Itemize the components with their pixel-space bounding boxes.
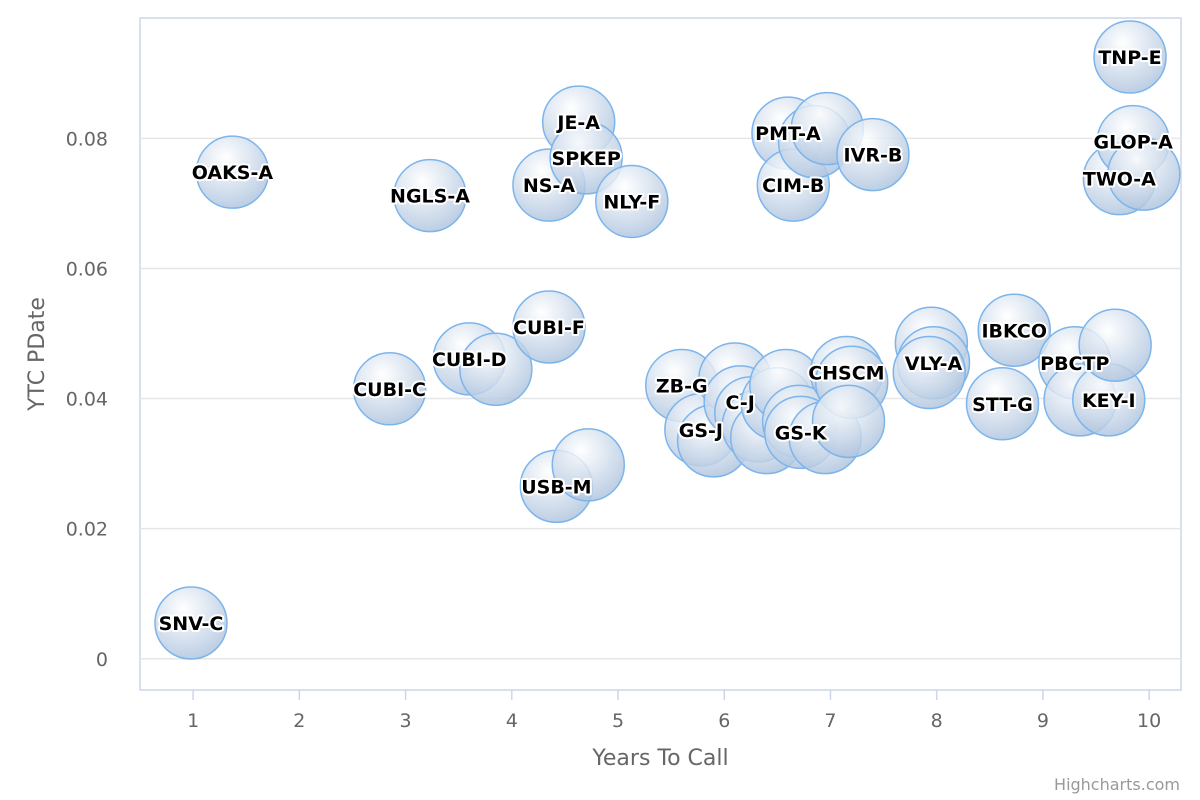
bubble-point — [512, 290, 586, 364]
bubble-data-label: NS-A — [523, 175, 575, 197]
credits-link[interactable]: Highcharts.com — [1054, 775, 1180, 794]
bubble-data-label: GLOP-A — [1094, 132, 1174, 154]
bubble-data-label: STT-G — [972, 394, 1033, 416]
bubble-point — [393, 158, 467, 233]
bubble-point — [1078, 308, 1152, 382]
bubble-data-label: SPKEP — [552, 148, 621, 170]
bubble-labels: SNV-C OAKS-A CUBI-C NGLS-A CUBI-D NS-A CUBI-F U… — [157, 45, 1176, 637]
bubbles — [154, 20, 1181, 660]
bubble-point — [549, 121, 623, 195]
bubble-data-label: SNV-C — [159, 613, 224, 635]
bubble-data-label: GS-J — [679, 420, 723, 442]
bubble-data-label: CIM-B — [762, 175, 824, 197]
bubble-point — [551, 428, 626, 502]
plot-border — [139, 17, 1182, 691]
x-tick-label: 6 — [718, 710, 730, 732]
bubble-data-label: TNP-E — [1098, 47, 1161, 69]
bubble-data-label: CUBI-D — [432, 349, 507, 371]
x-tick-label: 9 — [1037, 710, 1049, 732]
x-tick-label: 5 — [612, 710, 624, 732]
bubble-data-label: CUBI-C — [353, 379, 426, 401]
bubble-data-label: CUBI-F — [513, 317, 585, 339]
x-tick-label: 4 — [506, 710, 518, 732]
bubble-data-label: OAKS-A — [192, 162, 274, 184]
bubble-point — [1107, 137, 1181, 211]
bubble-data-label: KEY-I — [1082, 390, 1136, 412]
plot-frame — [139, 17, 1182, 691]
x-tick-label: 8 — [931, 710, 943, 732]
x-tick-label: 10 — [1137, 710, 1161, 732]
bubble-point — [965, 367, 1040, 441]
bubble-point — [352, 352, 427, 426]
bubble-data-label: IBKCO — [981, 320, 1047, 342]
bubble-point — [836, 117, 910, 192]
x-tick-label: 2 — [293, 710, 305, 732]
y-tick-label: 0.04 — [66, 389, 108, 411]
bubble-data-label: PBCTP — [1040, 353, 1109, 375]
bubble-point — [595, 164, 669, 239]
bubble-data-label: PMT-A — [755, 123, 821, 145]
bubble-point — [1093, 20, 1167, 94]
y-axis-ticks: 0 0.02 0.04 0.06 0.08 — [66, 128, 108, 670]
bubble-data-label: C-J — [725, 392, 754, 414]
x-tick-label: 1 — [187, 710, 199, 732]
y-tick-label: 0.02 — [66, 519, 108, 541]
bubble-point — [977, 293, 1051, 368]
bubble-point — [195, 135, 270, 209]
bubble-data-label: USB-M — [521, 476, 591, 498]
y-tick-label: 0 — [96, 649, 108, 671]
bubble-point — [154, 586, 228, 660]
bubble-data-label: VLY-A — [905, 353, 963, 375]
bubble-data-label: NGLS-A — [390, 186, 470, 208]
bubble-data-label: CHSCM — [808, 363, 884, 385]
bubble-data-label: GS-K — [775, 422, 828, 444]
x-axis-title: Years To Call — [591, 746, 728, 771]
x-tick-label: 7 — [824, 710, 836, 732]
bubble-point — [811, 384, 886, 459]
bubble-data-label: NLY-F — [603, 191, 660, 213]
x-tick-label: 3 — [400, 710, 412, 732]
y-tick-label: 0.06 — [66, 258, 108, 280]
bubble-data-label: IVR-B — [844, 145, 903, 167]
y-tick-label: 0.08 — [66, 128, 108, 150]
bubble-point — [459, 332, 533, 407]
bubble-data-label: ZB-G — [656, 376, 708, 398]
bubble-point — [892, 335, 966, 410]
y-axis-title: YTC PDate — [25, 297, 50, 412]
bubble-data-label: TWO-A — [1083, 169, 1156, 191]
bubble-data-label: JE-A — [555, 112, 600, 134]
x-axis-ticks: 1 2 3 4 5 6 7 8 9 10 — [187, 690, 1161, 732]
